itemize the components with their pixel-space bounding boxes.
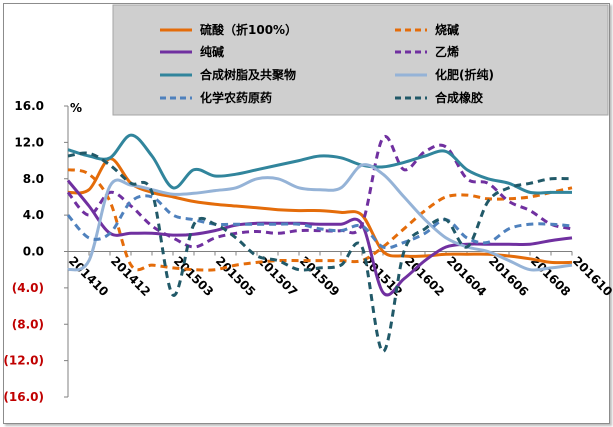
series-line-0 [67,157,573,265]
x-tick-label-11: 201610 [570,254,613,299]
y-tick-label-5: (4.0) [12,281,44,295]
y-tick-label-4: 0.0 [23,245,44,259]
y-tick-label-8: (16.0) [3,390,44,404]
x-tick-label-1: 201412 [108,254,153,299]
legend-label-0: 硫酸（折100%） [200,22,297,37]
legend-label-2: 纯碱 [200,44,224,59]
y-tick-label-0: 16.0 [14,99,44,113]
y-axis-label: % [70,101,82,115]
series-line-2 [66,179,573,297]
y-tick-label-7: (12.0) [3,354,44,368]
series-line-1 [67,168,573,272]
y-tick-label-1: 12.0 [14,135,44,149]
y-tick-label-3: 4.0 [23,208,44,222]
series-line-3 [66,134,573,249]
plot-area [66,133,573,354]
legend-label-6: 化学农药原药 [200,90,272,105]
x-tick-label-8: 201604 [444,254,489,299]
x-tick-label-3: 201505 [213,254,258,299]
series-line-7 [67,151,573,354]
legend-label-4: 合成树脂及共聚物 [200,67,296,82]
legend-label-5: 化肥(折纯) [435,67,494,82]
legend-label-3: 乙烯 [435,44,459,59]
y-tick-label-6: (8.0) [12,317,44,331]
series-line-6 [66,194,573,250]
y-tick-label-2: 8.0 [23,172,44,186]
series-line-4 [67,133,572,195]
legend-label-1: 烧碱 [435,22,459,37]
legend-box [112,4,609,116]
legend-label-7: 合成橡胶 [435,90,483,105]
